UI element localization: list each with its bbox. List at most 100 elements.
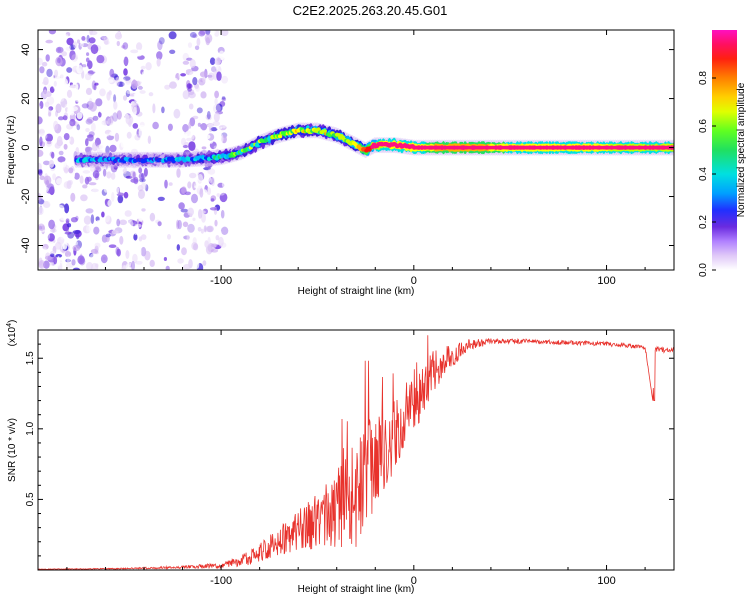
noise-speckle <box>44 101 50 108</box>
noise-speckle <box>94 242 101 249</box>
noise-speckle <box>188 103 194 110</box>
noise-speckle <box>61 78 68 87</box>
noise-speckle <box>165 265 170 270</box>
noise-speckle <box>178 81 184 89</box>
noise-speckle <box>203 225 207 233</box>
noise-speckle <box>68 167 74 174</box>
noise-speckle <box>186 83 192 89</box>
noise-speckle <box>48 30 56 35</box>
noise-speckle <box>132 165 137 169</box>
noise-speckle <box>91 122 96 132</box>
noise-speckle <box>76 112 83 120</box>
noise-speckle <box>46 232 51 240</box>
noise-speckle <box>188 141 196 152</box>
noise-speckle <box>109 131 115 137</box>
noise-speckle <box>43 260 50 269</box>
colorbar-tick-label: 0.2 <box>698 215 709 229</box>
noise-speckle <box>220 122 227 129</box>
spectrogram-y-ticks: -40 -20 0 20 40 <box>20 43 674 253</box>
noise-speckle <box>48 219 55 230</box>
noise-speckle <box>99 108 108 114</box>
noise-speckle <box>66 255 70 264</box>
noise-speckle <box>122 78 127 88</box>
noise-speckle <box>57 135 63 146</box>
noise-speckle <box>106 91 111 101</box>
noise-speckle <box>187 181 192 189</box>
noise-speckle <box>126 131 132 139</box>
noise-speckle <box>197 136 206 142</box>
noise-speckle <box>129 170 137 179</box>
noise-speckle <box>41 108 47 113</box>
noise-speckle <box>221 259 228 267</box>
noise-speckle <box>69 77 76 83</box>
noise-speckle <box>92 188 100 194</box>
spectrogram-x-ticks: -100 0 100 <box>66 30 646 287</box>
noise-speckle <box>82 170 91 174</box>
noise-speckle <box>221 41 225 48</box>
noise-speckle <box>70 217 78 223</box>
noise-speckle <box>204 240 209 248</box>
noise-speckle <box>63 167 69 174</box>
spectrogram-x-label: Height of straight line (km) <box>298 286 415 297</box>
noise-speckle <box>127 51 131 58</box>
noise-speckle <box>181 137 187 146</box>
noise-speckle <box>89 102 97 112</box>
noise-speckle <box>66 89 73 98</box>
noise-speckle <box>38 162 42 171</box>
noise-speckle <box>94 82 99 86</box>
noise-speckle <box>132 123 139 129</box>
noise-speckle <box>201 213 206 223</box>
noise-speckle <box>196 37 201 47</box>
noise-speckle <box>49 261 54 266</box>
noise-speckle <box>58 149 66 158</box>
noise-speckle <box>209 57 216 65</box>
noise-speckle <box>210 127 218 132</box>
noise-speckle <box>111 230 119 235</box>
noise-speckle <box>197 105 205 113</box>
noise-speckle <box>74 241 78 246</box>
noise-speckle <box>218 50 225 61</box>
noise-speckle <box>69 107 75 114</box>
noise-speckle <box>96 219 101 229</box>
noise-speckle <box>207 233 215 243</box>
noise-speckle <box>153 265 162 270</box>
noise-speckle <box>126 89 135 95</box>
noise-speckle <box>183 264 191 270</box>
noise-speckle <box>61 254 66 264</box>
noise-speckle <box>182 60 190 65</box>
noise-speckle <box>62 187 67 198</box>
noise-speckle <box>131 79 138 90</box>
noise-speckle <box>56 119 63 124</box>
noise-speckle <box>116 40 121 47</box>
y-tick-label: -40 <box>20 238 32 254</box>
snr-x-ticks: -100 0 100 <box>66 330 646 587</box>
noise-speckle <box>198 210 206 214</box>
noise-speckle <box>218 236 224 247</box>
snr-frame <box>37 329 675 571</box>
noise-speckle <box>190 191 194 199</box>
noise-speckle <box>43 175 52 186</box>
noise-speckle <box>101 211 105 218</box>
noise-speckle <box>92 170 100 179</box>
noise-speckle <box>113 164 118 170</box>
noise-speckle <box>141 71 147 80</box>
noise-speckle <box>175 30 179 33</box>
noise-speckle <box>60 161 67 168</box>
noise-speckle <box>52 80 60 91</box>
noise-speckle <box>107 117 114 126</box>
noise-speckle <box>38 72 42 80</box>
noise-speckle <box>123 76 131 81</box>
noise-speckle <box>92 69 101 73</box>
noise-speckle <box>105 233 111 238</box>
noise-speckle <box>191 242 198 250</box>
noise-speckle <box>120 56 125 61</box>
noise-speckle <box>221 96 226 100</box>
noise-speckle <box>202 134 211 140</box>
noise-speckle <box>156 51 163 60</box>
noise-speckle <box>161 106 165 114</box>
ridge-mark <box>254 142 260 148</box>
spectrogram-frame <box>37 29 675 271</box>
noise-speckle <box>167 234 171 240</box>
noise-speckle <box>105 133 110 137</box>
noise-speckle <box>149 259 155 267</box>
